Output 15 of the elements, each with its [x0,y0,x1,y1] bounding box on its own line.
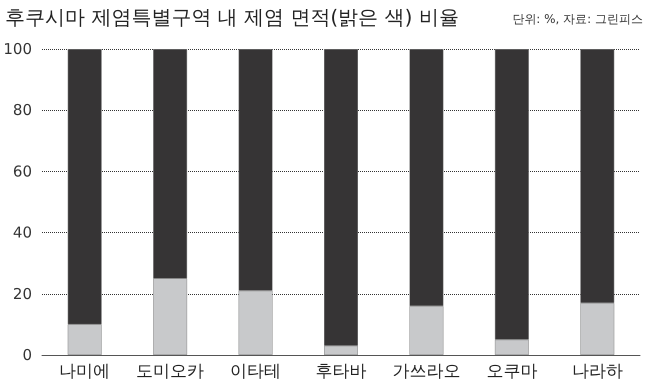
y-tick-label: 80 [12,101,32,120]
chart-subtitle: 단위: %, 자료: 그린피스 [512,12,644,26]
y-tick-label: 0 [22,346,32,364]
y-tick-label: 20 [12,284,32,303]
x-tick-label: 가쓰라오 [392,362,460,382]
y-tick-label: 60 [12,162,32,180]
y-tick-label: 40 [12,224,32,242]
chart-title: 후쿠시마 제염특별구역 내 제염 면적(밝은 색) 비율 [5,5,459,29]
y-tick-label: 100 [3,40,32,58]
x-tick-label: 후타바 [316,362,366,382]
x-tick-label: 나미에 [59,362,110,382]
x-tick-label: 이타테 [230,362,282,382]
x-tick-label: 나라하 [572,362,623,382]
x-tick-label: 도미오카 [136,362,204,382]
x-tick-label: 오쿠마 [486,362,538,382]
